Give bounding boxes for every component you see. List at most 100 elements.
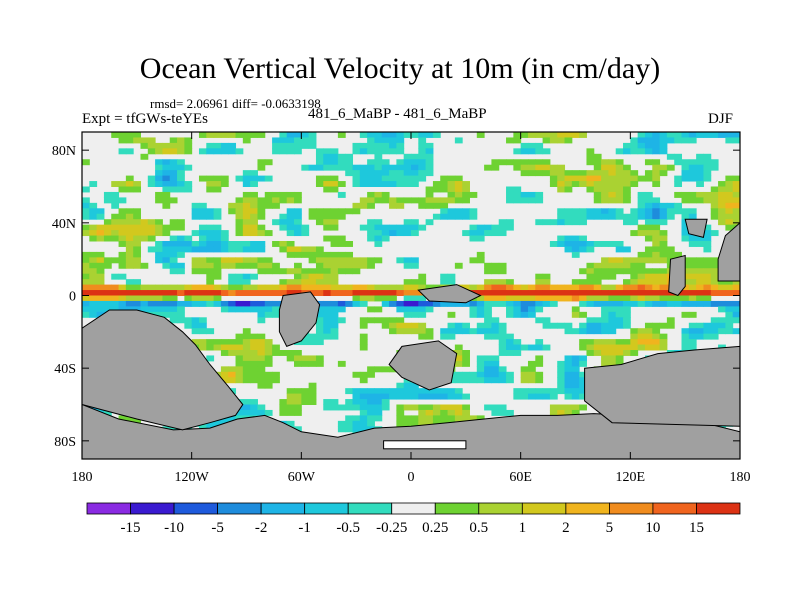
- field-cell: [718, 306, 726, 313]
- colorbar-box: [86, 502, 131, 515]
- field-cell: [133, 186, 141, 193]
- field-cell: [133, 208, 141, 215]
- field-cell: [323, 399, 332, 405]
- field-cell: [257, 360, 266, 367]
- field-cell: [535, 360, 544, 367]
- field-cell: [506, 290, 514, 296]
- field-cell: [257, 230, 266, 237]
- field-cell: [725, 328, 734, 335]
- field-cell: [250, 300, 258, 307]
- field-cell: [703, 295, 712, 302]
- field-cell: [359, 295, 368, 302]
- field-cell: [454, 377, 463, 384]
- field-cell: [644, 257, 653, 264]
- field-cell: [125, 208, 134, 215]
- field-cell: [396, 409, 405, 416]
- field-cell: [659, 142, 668, 149]
- field-cell: [96, 284, 105, 291]
- field-cell: [476, 224, 485, 231]
- field-cell: [389, 170, 397, 177]
- field-cell: [725, 219, 734, 226]
- field-cell: [710, 159, 719, 166]
- field-cell: [389, 181, 397, 187]
- field-cell: [359, 404, 368, 411]
- field-cell: [381, 137, 390, 144]
- field-cell: [242, 279, 251, 286]
- field-cell: [681, 224, 690, 231]
- field-cell: [367, 235, 375, 242]
- field-cell: [418, 279, 427, 286]
- field-cell: [323, 159, 332, 166]
- field-cell: [374, 148, 383, 155]
- field-cell: [425, 388, 434, 395]
- field-cell: [308, 132, 317, 138]
- field-cell: [469, 235, 478, 242]
- field-cell: [637, 257, 646, 264]
- field-cell: [213, 339, 222, 346]
- field-cell: [710, 290, 719, 296]
- field-cell: [644, 132, 653, 138]
- field-cell: [440, 333, 449, 340]
- field-cell: [96, 251, 105, 258]
- field-cell: [601, 300, 609, 307]
- field-cell: [345, 170, 354, 177]
- field-cell: [125, 300, 134, 307]
- field-cell: [228, 246, 237, 253]
- field-cell: [542, 132, 551, 138]
- field-cell: [527, 366, 536, 373]
- field-cell: [169, 235, 178, 242]
- field-cell: [623, 284, 631, 291]
- field-cell: [623, 191, 631, 198]
- field-cell: [652, 295, 661, 302]
- field-cell: [586, 170, 595, 177]
- field-cell: [579, 284, 587, 291]
- field-cell: [389, 197, 397, 204]
- field-cell: [235, 273, 244, 280]
- field-cell: [389, 284, 397, 291]
- field-cell: [696, 262, 704, 269]
- field-cell: [359, 290, 368, 296]
- field-cell: [242, 355, 251, 362]
- field-cell: [476, 230, 485, 237]
- field-cell: [608, 197, 617, 204]
- field-cell: [403, 219, 412, 226]
- field-cell: [337, 257, 346, 264]
- field-cell: [623, 197, 631, 204]
- field-cell: [718, 191, 726, 198]
- field-cell: [623, 322, 631, 329]
- colorbar-box: [521, 502, 567, 515]
- field-cell: [601, 311, 609, 318]
- field-cell: [681, 219, 690, 226]
- field-cell: [674, 251, 683, 258]
- field-cell: [337, 164, 346, 171]
- field-cell: [557, 137, 566, 144]
- field-cell: [440, 208, 449, 215]
- field-cell: [133, 279, 141, 286]
- field-cell: [652, 273, 661, 280]
- field-cell: [718, 132, 726, 138]
- field-cell: [403, 393, 412, 400]
- field-cell: [279, 148, 288, 155]
- field-cell: [264, 377, 273, 384]
- field-cell: [374, 393, 383, 400]
- field-cell: [125, 219, 134, 226]
- field-cell: [184, 290, 193, 296]
- field-cell: [542, 137, 551, 144]
- field-cell: [608, 339, 617, 346]
- field-cell: [571, 170, 580, 177]
- field-cell: [579, 235, 587, 242]
- field-cell: [527, 300, 536, 307]
- field-cell: [352, 371, 361, 378]
- field-cell: [454, 213, 463, 220]
- field-cell: [652, 300, 661, 307]
- field-cell: [696, 153, 704, 160]
- field-cell: [506, 409, 514, 416]
- field-cell: [513, 164, 522, 171]
- field-cell: [520, 377, 529, 384]
- field-cell: [279, 350, 288, 356]
- field-cell: [732, 202, 740, 209]
- field-cell: [235, 409, 244, 416]
- colorbar-box: [391, 502, 436, 515]
- field-cell: [549, 137, 558, 144]
